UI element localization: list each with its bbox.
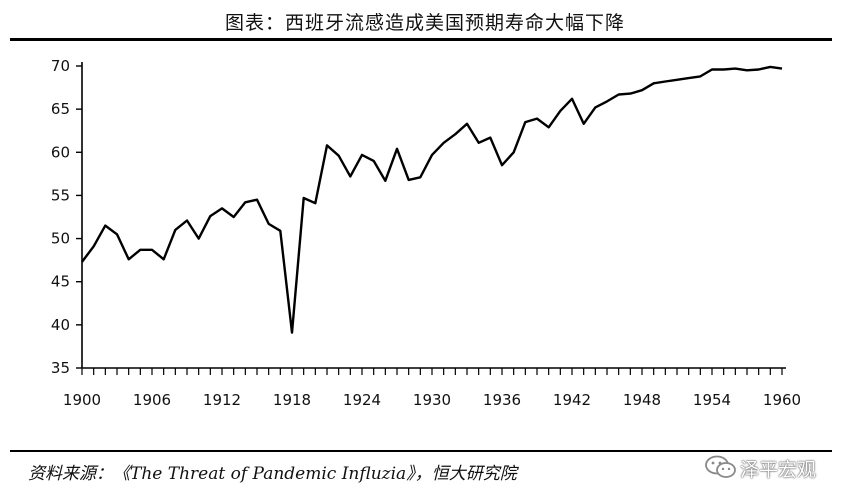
x-tick-label: 1900: [63, 391, 101, 409]
wechat-icon: [705, 455, 736, 478]
chart-ticks: [76, 65, 783, 375]
chart-tick-labels: 35 40 45 50 55 60 65 70 1900 1906 1912 1918 1924 1930…: [51, 57, 801, 409]
series-line: [81, 65, 783, 334]
chart-title: 图表：西班牙流感造成美国预期寿命大幅下降: [224, 12, 625, 34]
x-tick-label: 1930: [413, 391, 451, 409]
x-tick-label: 1912: [203, 391, 241, 409]
x-tick-label: 1960: [763, 391, 801, 409]
y-tick-label: 60: [51, 143, 70, 161]
x-tick-label: 1954: [693, 391, 731, 409]
x-tick-label: 1942: [553, 391, 591, 409]
footer-rule: [10, 450, 832, 452]
brand-watermark: 泽平宏观: [702, 452, 842, 484]
brand-text: 泽平宏观: [740, 459, 817, 481]
x-tick-label: 1918: [273, 391, 311, 409]
chart-axes: [81, 62, 786, 369]
y-tick-label: 65: [51, 100, 70, 118]
x-tick-label: 1936: [483, 391, 521, 409]
title-rule: [10, 38, 832, 41]
y-tick-label: 70: [51, 57, 70, 75]
y-tick-label: 45: [51, 273, 70, 291]
y-tick-label: 40: [51, 316, 70, 334]
y-tick-label: 55: [51, 186, 70, 204]
x-tick-label: 1948: [623, 391, 661, 409]
y-tick-label: 50: [51, 230, 70, 248]
x-tick-label: 1906: [133, 391, 171, 409]
x-tick-label: 1924: [343, 391, 381, 409]
y-tick-label: 35: [51, 359, 70, 377]
source-note: 资料来源：《The Threat of Pandemic Influzia》，恒…: [28, 464, 517, 484]
